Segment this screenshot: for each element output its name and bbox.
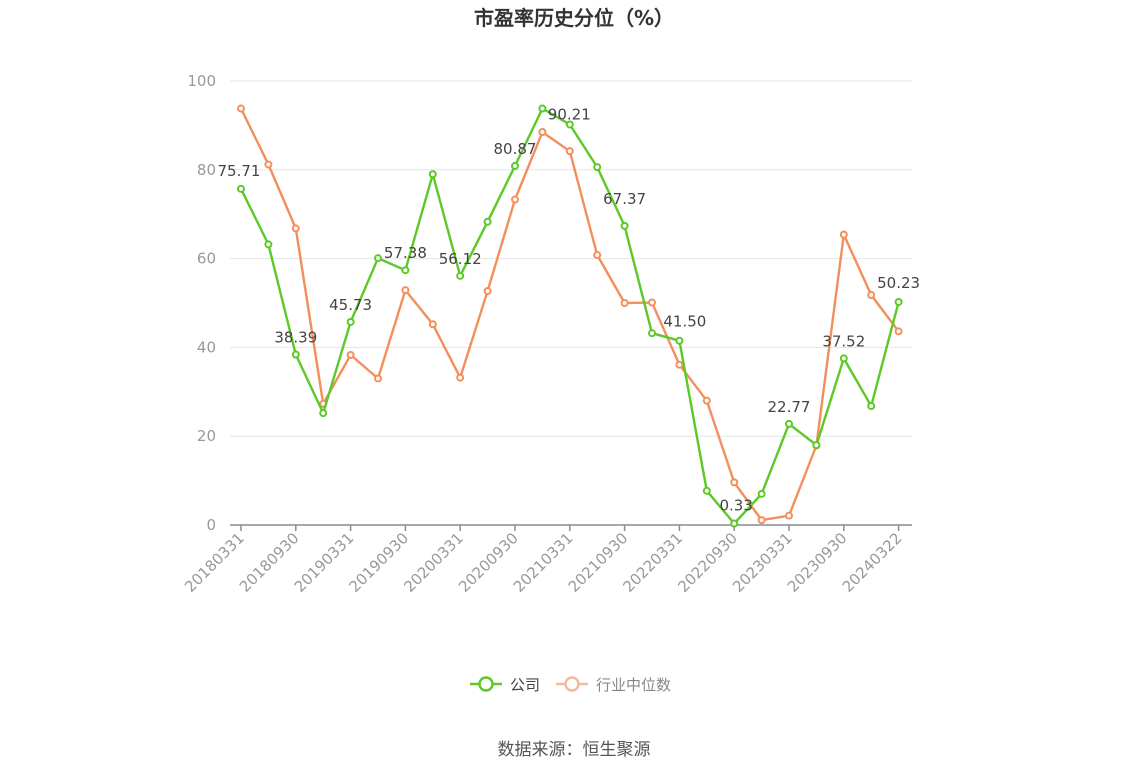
data-point [291, 350, 300, 359]
data-point [785, 419, 793, 428]
data-point [867, 402, 876, 411]
y-tick-label: 0 [206, 516, 216, 534]
data-point [839, 354, 848, 363]
data-point [401, 286, 410, 295]
data-point [237, 184, 245, 193]
data-point [565, 120, 574, 129]
data-point [374, 254, 382, 263]
data-point [730, 519, 739, 528]
chart-title: 市盈率历史分位（%） [474, 6, 674, 30]
data-point [593, 251, 602, 260]
y-tick-label: 20 [197, 427, 216, 445]
data-point [456, 271, 465, 280]
y-tick-label: 80 [197, 161, 216, 179]
series-line [239, 107, 900, 525]
data-point [648, 329, 656, 338]
legend-item-company[interactable]: 公司 [470, 676, 540, 694]
data-point [291, 224, 300, 233]
legend-label: 公司 [510, 676, 540, 694]
data-point [812, 441, 821, 450]
y-tick-label: 100 [187, 72, 216, 90]
data-point [620, 221, 629, 230]
data-point [757, 489, 766, 498]
data-point [785, 511, 793, 520]
y-tick-label: 40 [197, 338, 216, 356]
data-point [374, 374, 382, 383]
legend-marker [564, 676, 580, 692]
data-point [593, 163, 602, 172]
data-point [565, 147, 574, 156]
data-label: 90.21 [548, 105, 591, 123]
legend-item-industry-median[interactable]: 行业中位数 [556, 676, 671, 694]
data-point [346, 350, 355, 359]
data-label: 38.39 [274, 329, 317, 347]
data-point [319, 409, 328, 418]
data-point [428, 320, 437, 329]
data-label: 22.77 [768, 398, 811, 416]
y-axis: 0 20 40 60 80 100 [187, 72, 216, 534]
data-point [401, 266, 410, 275]
y-tick-label: 60 [197, 250, 216, 268]
series-layer [237, 104, 903, 528]
data-point [538, 128, 547, 137]
x-tick-label: 20240322 [839, 529, 906, 596]
data-point [730, 478, 739, 487]
data-point [511, 195, 519, 204]
series-1 [237, 104, 903, 525]
legend[interactable]: 公司 行业中位数 [470, 676, 671, 694]
data-label: 37.52 [822, 332, 865, 350]
data-point [675, 336, 684, 345]
data-point [702, 486, 711, 495]
data-labels: 75.71 38.39 45.73 57.38 56.12 80.87 90.21 67.37… [218, 105, 921, 514]
legend-marker [478, 676, 494, 692]
data-label: 67.37 [603, 190, 646, 208]
data-point [511, 161, 519, 170]
data-point [867, 291, 876, 300]
data-point [648, 298, 656, 307]
source-text: 数据来源：恒生聚源 [498, 740, 651, 760]
data-point [483, 217, 492, 226]
data-point [757, 516, 766, 525]
data-label: 57.38 [384, 244, 427, 262]
data-point [264, 240, 273, 249]
data-point [264, 160, 273, 169]
data-point [428, 170, 437, 179]
data-label: 56.12 [439, 250, 482, 268]
data-label: 80.87 [494, 140, 537, 158]
data-label: 50.23 [877, 274, 920, 292]
data-label: 75.71 [218, 162, 261, 180]
data-label: 45.73 [329, 296, 372, 314]
data-label: 0.33 [719, 497, 752, 515]
data-point [894, 327, 903, 336]
data-point [620, 299, 629, 307]
data-point [702, 396, 711, 405]
data-point [237, 104, 245, 113]
data-point [839, 230, 848, 239]
data-point [675, 360, 684, 369]
data-point [346, 317, 355, 326]
legend-label: 行业中位数 [596, 676, 671, 694]
data-point [538, 104, 547, 113]
x-axis: 2018033120180930201903312019093020200331… [181, 524, 912, 596]
data-point [456, 373, 465, 382]
series-0 [237, 104, 903, 528]
data-point [483, 287, 492, 296]
data-point [894, 297, 903, 306]
data-label: 41.50 [663, 313, 706, 331]
